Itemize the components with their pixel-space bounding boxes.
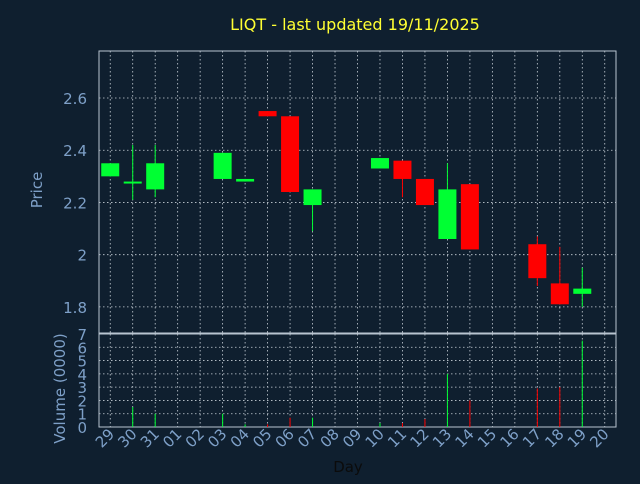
- price-tick-label: 2: [77, 247, 87, 265]
- candle-body: [213, 152, 232, 179]
- candle-body: [370, 158, 389, 169]
- volume-series: [132, 340, 583, 427]
- candle-body: [101, 163, 120, 177]
- candle-body: [460, 184, 479, 250]
- volume-tick-label: 0: [77, 419, 87, 437]
- volume-tick-label: 6: [77, 339, 87, 357]
- volume-tick-label: 3: [77, 379, 87, 397]
- volume-axis-label: Volume (0000): [51, 333, 69, 443]
- price-tick-label: 2.2: [63, 194, 87, 212]
- candle-body: [236, 178, 255, 182]
- volume-tick-label: 5: [77, 353, 87, 371]
- candle-body: [258, 111, 277, 117]
- candle-body: [550, 283, 569, 305]
- candle-body: [123, 181, 142, 184]
- x-axis-ticks: 2930310102030405060708091011121314151617…: [92, 425, 613, 451]
- volume-panel: [98, 333, 617, 428]
- volume-tick-label: 4: [77, 366, 87, 384]
- price-tick-label: 2.6: [63, 90, 87, 108]
- x-axis-label: Day: [333, 458, 363, 476]
- candle-body: [573, 288, 592, 294]
- x-tick-label: 20: [586, 425, 612, 451]
- price-panel: [98, 50, 617, 334]
- candle-body: [146, 163, 165, 190]
- volume-tick-label: 1: [77, 406, 87, 424]
- candle-body: [438, 189, 457, 239]
- price-axis-label: Price: [28, 172, 46, 209]
- candlestick-series: [101, 111, 592, 307]
- price-panel-grid: [99, 51, 616, 333]
- volume-tick-label: 7: [77, 326, 87, 344]
- volume-tick-label: 2: [77, 392, 87, 410]
- candle-body: [393, 160, 412, 179]
- candle-body: [415, 178, 434, 206]
- chart-title: LIQT - last updated 19/11/2025: [230, 15, 480, 34]
- candle-body: [303, 189, 322, 206]
- price-tick-label: 1.8: [63, 299, 87, 317]
- candle-body: [528, 244, 547, 279]
- candle-body: [281, 116, 300, 192]
- volume-panel-grid: [99, 334, 616, 427]
- price-tick-label: 2.4: [63, 142, 87, 160]
- price-axis-ticks: 1.8 2 2.2 2.4 2.6: [63, 90, 87, 317]
